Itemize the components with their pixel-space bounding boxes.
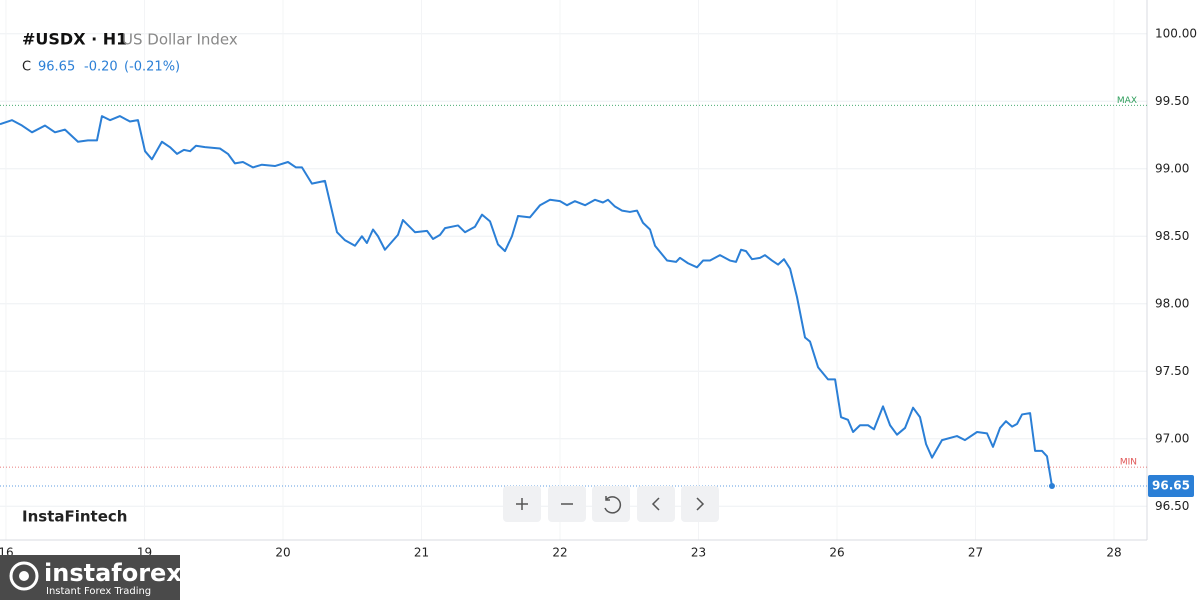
y-tick-label: 97.50 <box>1155 364 1189 378</box>
logo-icon-core <box>19 571 29 581</box>
reset-button[interactable] <box>592 486 630 522</box>
scroll-right-button[interactable] <box>681 486 719 522</box>
x-tick-label: 20 <box>275 546 290 560</box>
logo-tagline: Instant Forex Trading <box>46 586 151 597</box>
scroll-left-button[interactable] <box>637 486 675 522</box>
y-tick-label: 100.00 <box>1155 26 1197 40</box>
x-tick-label: 22 <box>552 546 567 560</box>
reference-label: MIN <box>1120 458 1137 468</box>
x-tick-label: 23 <box>691 546 706 560</box>
zoom-in-button[interactable] <box>503 486 541 522</box>
last-value-label: 96.65 <box>1152 479 1190 493</box>
x-tick-label: 27 <box>968 546 983 560</box>
logo-name: instaforex <box>44 559 182 587</box>
y-tick-label: 98.50 <box>1155 229 1189 243</box>
price-line <box>0 115 1053 487</box>
watermark: InstaFintech <box>22 508 127 526</box>
y-tick-label: 98.00 <box>1155 296 1189 310</box>
instrument-name: US Dollar Index <box>122 31 238 49</box>
x-tick-label: 26 <box>829 546 844 560</box>
change-percent: (-0.21%) <box>124 60 180 75</box>
reference-label: MAX <box>1117 96 1137 106</box>
logo-icon <box>9 561 39 591</box>
y-tick-label: 99.50 <box>1155 94 1189 108</box>
x-tick-label: 28 <box>1106 546 1121 560</box>
last-value-badge <box>1148 475 1194 497</box>
close-label: C <box>22 60 31 75</box>
y-tick-label: 96.50 <box>1155 499 1189 513</box>
logo-box <box>0 555 180 600</box>
close-value: 96.65 <box>38 60 75 75</box>
zoom-out-button[interactable] <box>548 486 586 522</box>
plot: 96.50 97.00 97.50 98.00 98.50 99.00 99.50 100.0… <box>0 0 1197 560</box>
y-tick-label: 99.00 <box>1155 161 1189 175</box>
x-tick-label: 21 <box>414 546 429 560</box>
last-point <box>1048 483 1055 489</box>
symbol: #USDX · H1 <box>22 30 127 49</box>
y-tick-label: 97.00 <box>1155 431 1189 445</box>
change: -0.20 <box>84 60 118 75</box>
